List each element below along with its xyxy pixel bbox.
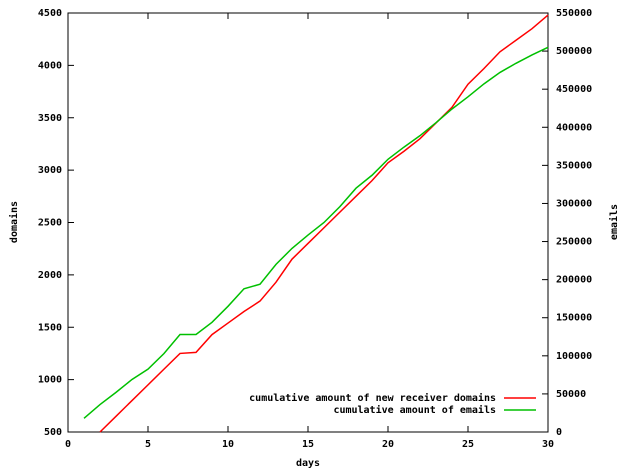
y2-tick-label: 100000 <box>556 351 592 362</box>
y-tick-label: 500 <box>44 427 62 438</box>
x-tick-label: 15 <box>302 439 314 450</box>
legend-label: cumulative amount of new receiver domain… <box>249 392 496 404</box>
y2-tick-label: 150000 <box>556 313 592 324</box>
y-tick-label: 1000 <box>38 375 62 386</box>
series-line <box>99 14 549 433</box>
x-tick-label: 10 <box>222 439 234 450</box>
y2-tick-label: 0 <box>556 427 562 438</box>
x-tick-label: 5 <box>145 439 151 450</box>
y2-tick-label: 450000 <box>556 84 592 95</box>
y-tick-label: 3000 <box>38 165 62 176</box>
y2-tick-label: 350000 <box>556 160 592 171</box>
legend-label: cumulative amount of emails <box>333 404 496 416</box>
x-tick-label: 30 <box>542 439 554 450</box>
y-axis-label: domains <box>8 201 20 243</box>
x-tick-label: 20 <box>382 439 394 450</box>
x-tick-label: 0 <box>65 439 71 450</box>
y2-tick-label: 200000 <box>556 275 592 286</box>
y-tick-label: 2500 <box>38 218 62 229</box>
y-tick-label: 1500 <box>38 322 62 333</box>
y2-tick-label: 300000 <box>556 198 592 209</box>
x-tick-label: 25 <box>462 439 474 450</box>
y2-axis-label: emails <box>608 204 620 240</box>
y-tick-label: 4500 <box>38 8 62 19</box>
y2-tick-label: 50000 <box>556 389 586 400</box>
y2-tick-label: 500000 <box>556 46 592 57</box>
y-tick-label: 4000 <box>38 60 62 71</box>
y2-tick-label: 250000 <box>556 237 592 248</box>
y-tick-label: 2000 <box>38 270 62 281</box>
series-line <box>83 46 549 419</box>
y-tick-label: 3500 <box>38 113 62 124</box>
y2-tick-label: 400000 <box>556 122 592 133</box>
x-axis-label: days <box>296 458 320 469</box>
y2-tick-label: 550000 <box>556 8 592 19</box>
